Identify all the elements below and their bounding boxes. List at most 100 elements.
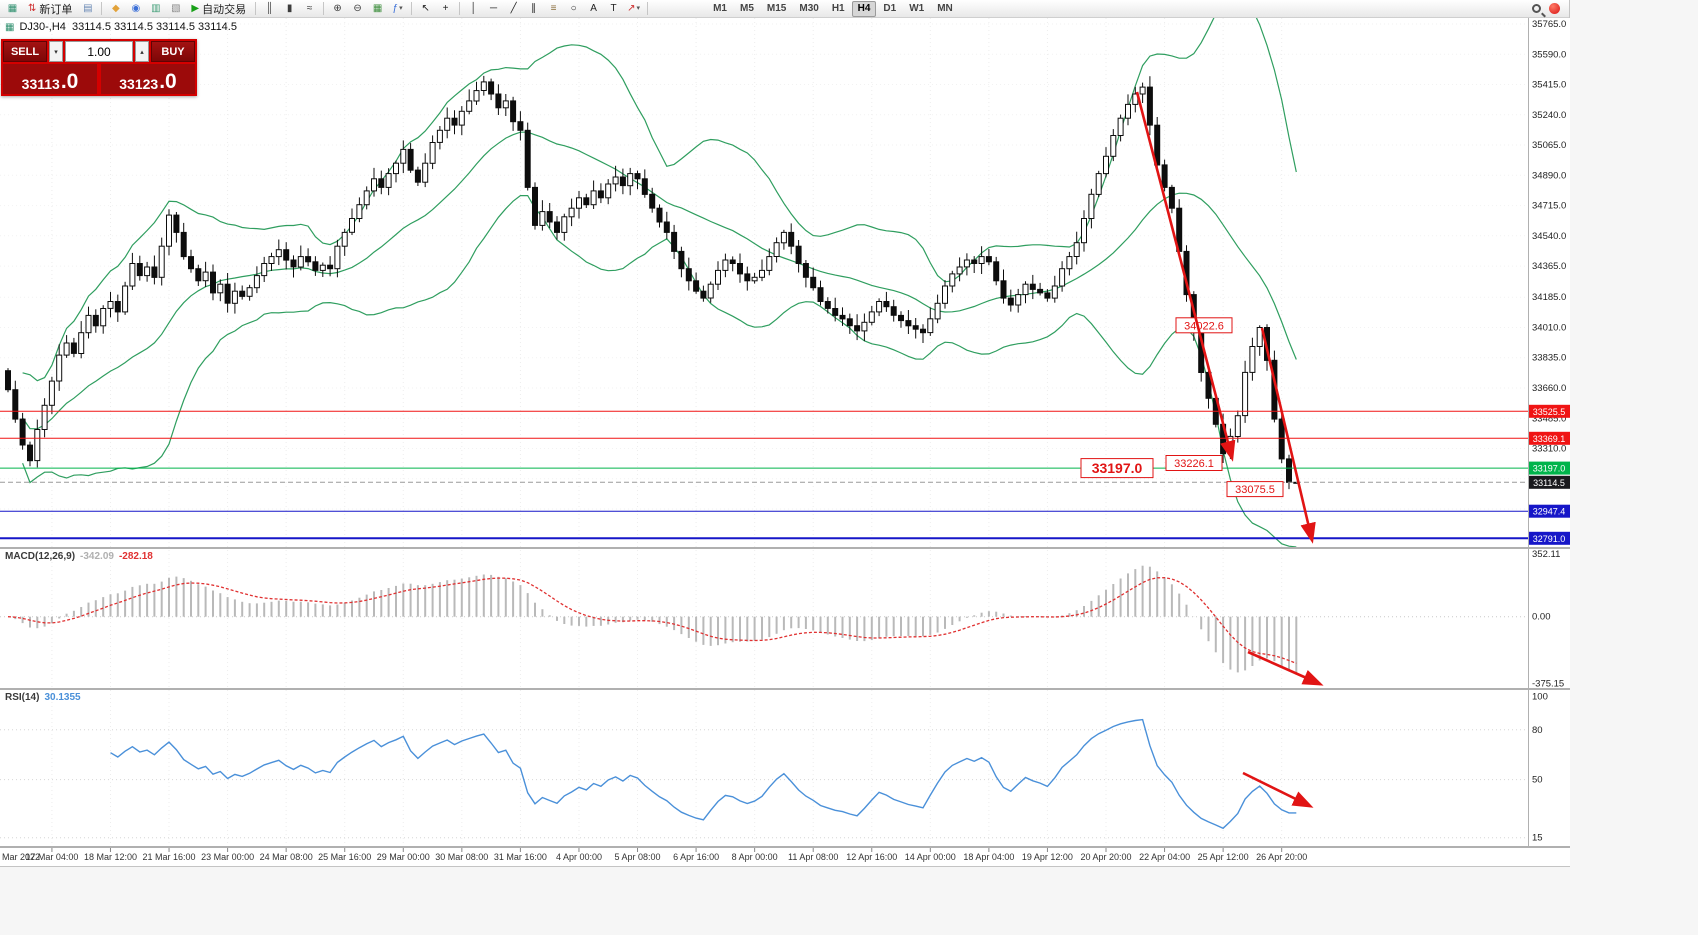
fibonacci-icon-glyph: ≡ — [550, 2, 557, 14]
svg-text:11 Apr 08:00: 11 Apr 08:00 — [788, 852, 838, 862]
chart-svg[interactable]: 35765.0 35590.0 35415.0 35240.0 35065.0 34890… — [0, 18, 1570, 866]
chart-profiles-icon[interactable]: ▤ — [78, 1, 97, 17]
toolbar-right — [1532, 3, 1566, 14]
svg-text:35590.0: 35590.0 — [1532, 49, 1566, 60]
timeframe-m1[interactable]: M1 — [713, 2, 727, 14]
empty-desktop-right — [1571, 0, 1698, 935]
svg-text:50: 50 — [1532, 775, 1543, 786]
cursor-icon[interactable]: ↖ — [416, 1, 435, 17]
svg-text:34540.0: 34540.0 — [1532, 231, 1566, 242]
crosshair-icon[interactable]: + — [436, 1, 455, 17]
zoom-out-icon[interactable]: ⊖ — [348, 1, 367, 17]
favorites-icon[interactable]: ◆ — [106, 1, 125, 17]
new-order-button[interactable]: ⇅ 新订单 — [23, 1, 77, 17]
tile-windows-icon-glyph: ▦ — [372, 2, 383, 14]
record-indicator[interactable] — [1549, 3, 1560, 14]
macd-label-part: MACD(12,26,9) — [5, 551, 76, 562]
svg-text:25 Mar 16:00: 25 Mar 16:00 — [318, 852, 371, 862]
new-chart-icon[interactable]: ▦ — [3, 1, 22, 17]
text-icon[interactable]: A — [584, 1, 603, 17]
timeframe-w1[interactable]: W1 — [909, 2, 925, 14]
svg-text:34010.0: 34010.0 — [1532, 323, 1566, 334]
buy-price-decimal: .0 — [159, 70, 177, 93]
volume-increase-button[interactable]: ▴ — [135, 41, 149, 62]
shapes-icon[interactable]: ○ — [564, 1, 583, 17]
sell-button[interactable]: SELL — [3, 41, 47, 62]
buy-price[interactable]: 33123 .0 — [101, 64, 195, 94]
indicators-icon-dropdown[interactable]: ▾ — [399, 5, 403, 12]
svg-text:33226.1: 33226.1 — [1174, 458, 1214, 470]
tile-windows-icon[interactable]: ▦ — [368, 1, 387, 17]
sell-price[interactable]: 33113 .0 — [3, 64, 97, 94]
macd-label-part: -342.09 — [80, 551, 114, 562]
candlestick-type-icon[interactable]: ▮ — [280, 1, 299, 17]
arrows-icon-dropdown[interactable]: ▾ — [636, 5, 641, 12]
svg-text:32947.4: 32947.4 — [1533, 507, 1566, 517]
svg-text:5 Apr 08:00: 5 Apr 08:00 — [614, 852, 660, 862]
toolbar: ▦ ⇅ 新订单 ▤ ◆ ◉ ▥ ▧ ▶ 自动交易 ║ ▮ ≈ ⊕ ⊖ ▦ ƒ ▾ ↖ + │ ─ ╱ ∥ ≡ ○ A T ↗ ▾ M1 M5… — [0, 0, 1569, 18]
channel-icon[interactable]: ∥ — [524, 1, 543, 17]
data-window-icon[interactable]: ▥ — [146, 1, 165, 17]
svg-text:35065.0: 35065.0 — [1532, 140, 1566, 151]
fibonacci-icon[interactable]: ≡ — [544, 1, 563, 17]
svg-text:33310.0: 33310.0 — [1532, 444, 1566, 455]
horizontal-line-icon[interactable]: ─ — [484, 1, 503, 17]
svg-text:14 Apr 00:00: 14 Apr 00:00 — [905, 852, 956, 862]
svg-text:33660.0: 33660.0 — [1532, 383, 1566, 394]
order-panel-controls: SELL ▾ ▴ BUY — [3, 41, 195, 62]
timeframe-m5[interactable]: M5 — [740, 2, 754, 14]
trendline-icon-glyph: ╱ — [510, 2, 517, 14]
svg-text:-375.15: -375.15 — [1532, 679, 1564, 690]
new-order-button-label: 新订单 — [39, 3, 73, 16]
bar-chart-type-icon-glyph: ║ — [266, 2, 274, 14]
svg-text:34185.0: 34185.0 — [1532, 292, 1566, 303]
empty-desktop-bottom — [0, 868, 1571, 935]
volume-decrease-button[interactable]: ▾ — [49, 41, 63, 62]
sell-price-main: 33113 — [21, 75, 60, 92]
svg-text:33485.0: 33485.0 — [1532, 413, 1566, 424]
toolbar-separator — [101, 2, 103, 15]
svg-text:352.11: 352.11 — [1532, 549, 1560, 560]
bar-chart-type-icon[interactable]: ║ — [260, 1, 279, 17]
svg-text:23 Mar 00:00: 23 Mar 00:00 — [201, 852, 254, 862]
search-icon[interactable] — [1532, 4, 1541, 13]
market-watch-icon[interactable]: ◉ — [126, 1, 145, 17]
vertical-line-icon[interactable]: │ — [464, 1, 483, 17]
market-watch-icon-glyph: ◉ — [131, 2, 141, 14]
data-window-icon-glyph: ▥ — [151, 2, 161, 14]
new-order-button-glyph: ⇅ — [28, 2, 37, 14]
rsi-label-part: 30.1355 — [44, 692, 81, 703]
buy-button[interactable]: BUY — [151, 41, 195, 62]
svg-text:33197.0: 33197.0 — [1092, 460, 1143, 476]
svg-text:34715.0: 34715.0 — [1532, 201, 1566, 212]
line-chart-type-icon[interactable]: ≈ — [300, 1, 319, 17]
timeframe-mn[interactable]: MN — [937, 2, 953, 14]
navigator-icon[interactable]: ▧ — [166, 1, 185, 17]
svg-text:32791.0: 32791.0 — [1533, 534, 1566, 544]
timeframe-m30[interactable]: M30 — [799, 2, 819, 14]
zoom-in-icon[interactable]: ⊕ — [328, 1, 347, 17]
svg-text:21 Mar 16:00: 21 Mar 16:00 — [142, 852, 195, 862]
svg-text:33835.0: 33835.0 — [1532, 353, 1566, 364]
navigator-icon-glyph: ▧ — [171, 2, 181, 14]
macd-label-part: -282.18 — [118, 551, 153, 562]
svg-text:33369.1: 33369.1 — [1533, 434, 1566, 444]
autotrading-button[interactable]: ▶ 自动交易 — [186, 1, 251, 17]
indicators-icon[interactable]: ƒ ▾ — [388, 1, 407, 17]
svg-text:33114.5: 33114.5 — [1533, 478, 1565, 488]
timeframe-d1[interactable]: D1 — [883, 2, 897, 14]
zoom-out-icon-glyph: ⊖ — [353, 2, 362, 14]
arrows-icon[interactable]: ↗ ▾ — [624, 1, 643, 17]
timeframe-m15[interactable]: M15 — [766, 2, 787, 14]
order-panel-prices: 33113 .0 33123 .0 — [3, 64, 195, 94]
svg-text:18 Apr 04:00: 18 Apr 04:00 — [963, 852, 1014, 862]
indicators-icon-glyph: ƒ — [392, 2, 399, 14]
trendline-icon[interactable]: ╱ — [504, 1, 523, 17]
symbol-ohlc-text: DJ30-,H4 33114.5 33114.5 33114.5 33114.5 — [19, 21, 237, 33]
timeframe-h1[interactable]: H1 — [831, 2, 845, 14]
chart-area[interactable]: 35765.0 35590.0 35415.0 35240.0 35065.0 34890… — [0, 18, 1570, 866]
timeframe-h4[interactable]: H4 — [851, 0, 877, 17]
one-click-trading-panel: SELL ▾ ▴ BUY 33113 .0 33123 .0 — [1, 39, 197, 96]
volume-input[interactable] — [65, 41, 133, 62]
text-label-icon[interactable]: T — [604, 1, 623, 17]
